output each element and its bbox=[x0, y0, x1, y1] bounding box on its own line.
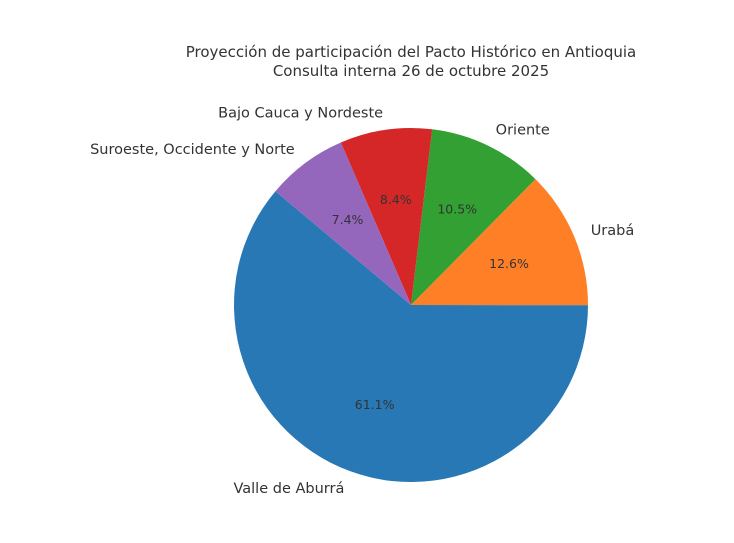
slice-percent-label: 8.4% bbox=[380, 192, 412, 207]
pie-slice bbox=[275, 142, 411, 305]
chart-title-line-2: Consulta interna 26 de octubre 2025 bbox=[273, 62, 549, 80]
pie-slice bbox=[234, 191, 588, 483]
slice-percent-label: 7.4% bbox=[332, 212, 364, 227]
slice-label: Urabá bbox=[591, 223, 635, 239]
pie-slice bbox=[340, 128, 433, 305]
slice-percent-label: 10.5% bbox=[437, 201, 477, 216]
slice-percent-label: 61.1% bbox=[355, 397, 395, 412]
slice-percent-label: 12.6% bbox=[489, 256, 529, 271]
slice-label: Valle de Aburrá bbox=[233, 481, 344, 497]
slice-label: Oriente bbox=[496, 123, 550, 139]
slice-label: Suroeste, Occidente y Norte bbox=[90, 142, 295, 158]
chart-title-line-1: Proyección de participación del Pacto Hi… bbox=[186, 43, 637, 61]
slice-label: Bajo Cauca y Nordeste bbox=[218, 105, 383, 121]
pie-slice bbox=[411, 129, 536, 305]
pie-slice bbox=[411, 179, 588, 306]
